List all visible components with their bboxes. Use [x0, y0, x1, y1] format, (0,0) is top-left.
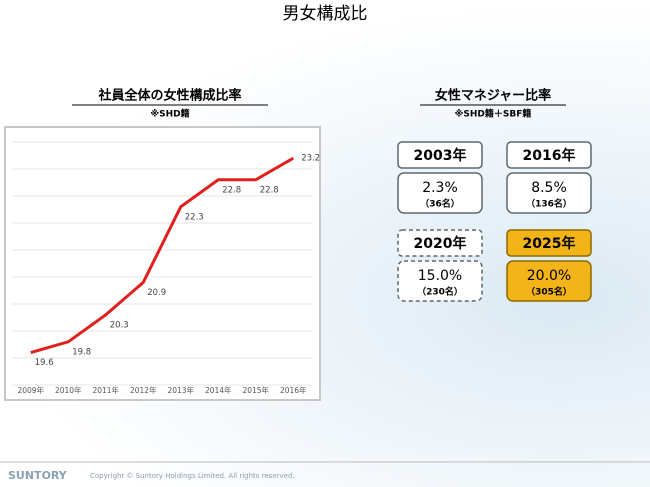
count-label: （230名）	[417, 286, 463, 298]
year-label: 2025年	[523, 235, 576, 252]
value-box	[506, 172, 592, 214]
value-box	[506, 260, 592, 302]
x-tick-label: 2016年	[280, 385, 307, 395]
data-label: 20.9	[147, 288, 166, 298]
count-label: （136名）	[526, 198, 572, 210]
footer-copyright: Copyright © Suntory Holdings Limited. Al…	[90, 472, 295, 480]
count-label: （305名）	[526, 286, 572, 298]
x-tick-label: 2013年	[167, 385, 194, 395]
x-tick-label: 2012年	[130, 385, 157, 395]
data-label: 22.3	[185, 212, 204, 222]
year-label: 2020年	[414, 235, 467, 252]
x-tick-label: 2010年	[55, 385, 82, 395]
value-label: 15.0%	[418, 268, 462, 284]
chart-title: 社員全体の女性構成比率	[97, 88, 241, 104]
data-label: 23.2	[301, 154, 320, 164]
chart-subtitle: ※SHD籍	[150, 108, 189, 120]
data-label: 22.8	[260, 185, 279, 195]
x-tick-label: 2014年	[205, 385, 232, 395]
manager-subtitle: ※SHD籍＋SBF籍	[455, 108, 532, 120]
x-tick-label: 2009年	[17, 385, 44, 395]
year-box	[506, 141, 592, 169]
value-box	[397, 260, 483, 302]
x-tick-label: 2011年	[92, 385, 119, 395]
year-box	[506, 229, 592, 257]
data-label: 20.3	[110, 320, 129, 330]
value-label: 20.0%	[527, 268, 571, 284]
data-label: 22.8	[222, 185, 241, 195]
value-label: 8.5%	[531, 180, 567, 196]
year-box	[397, 141, 483, 169]
year-box	[397, 229, 483, 257]
data-label: 19.6	[35, 358, 54, 368]
line	[30, 156, 294, 355]
footer-logo: SUNTORY	[8, 469, 68, 482]
value-label: 2.3%	[422, 180, 458, 196]
slide-title: 男女構成比	[283, 4, 368, 24]
data-label: 19.8	[72, 347, 91, 357]
year-label: 2016年	[523, 147, 576, 164]
year-label: 2003年	[414, 147, 467, 164]
manager-title: 女性マネジャー比率	[435, 88, 551, 104]
count-label: （36名）	[420, 198, 460, 210]
manager-boxes: 2003年 2.3% （36名） 2016年 8.5% （136名） 2020年 15.0% （…	[397, 141, 592, 302]
x-tick-label: 2015年	[242, 385, 269, 395]
value-box	[397, 172, 483, 214]
